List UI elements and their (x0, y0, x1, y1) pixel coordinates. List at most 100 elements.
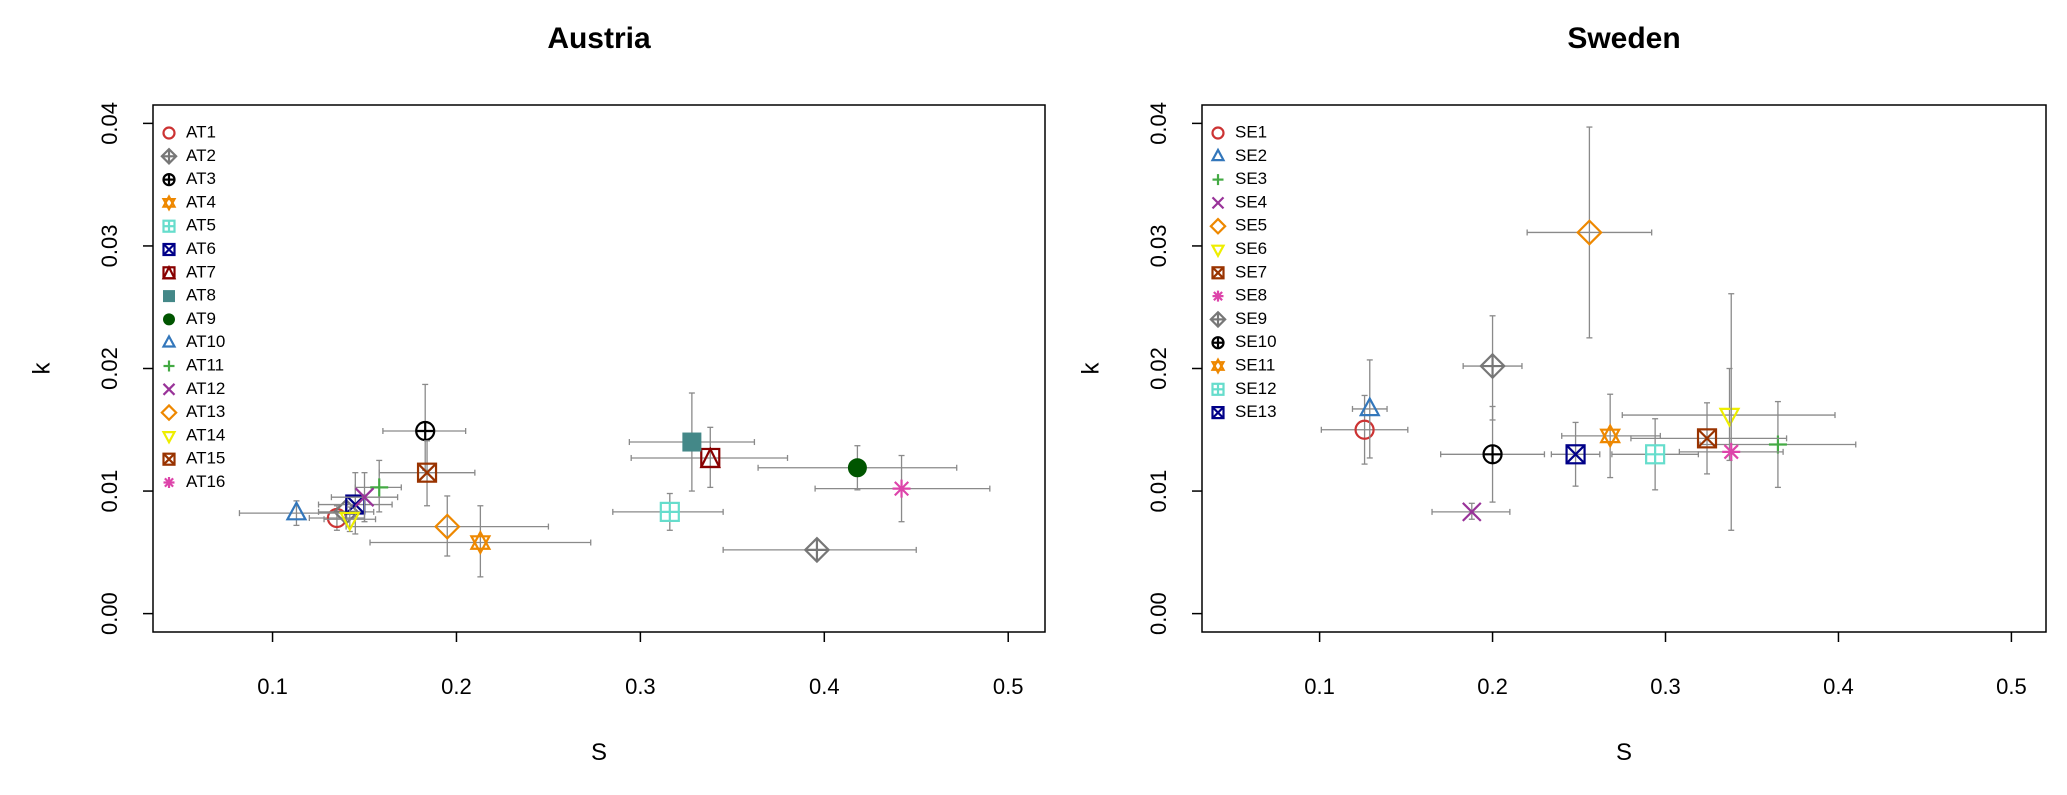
austria-y-tick-label: 0.03 (97, 225, 122, 268)
marker-circle (1354, 419, 1375, 440)
point-se5 (1526, 126, 1653, 339)
legend-label: AT7 (186, 262, 216, 281)
legend-label: SE9 (1235, 309, 1267, 328)
legend-marker-diamond-plus (1209, 310, 1227, 329)
sweden-y-tick-label: 0.01 (1146, 470, 1171, 513)
sweden-y-axis-label: k (1077, 362, 1104, 375)
austria-y-axis-label: k (28, 362, 55, 375)
legend-item-se9: SE9 (1209, 309, 1267, 329)
legend-label: AT5 (186, 216, 216, 235)
legend-item-at2: AT2 (160, 146, 216, 166)
legend-marker-star-triangle (1210, 357, 1226, 375)
point-at7 (630, 426, 789, 489)
legend-marker-asterisk (1212, 290, 1224, 302)
point-at13 (345, 495, 550, 557)
marker-square-x (1696, 428, 1718, 449)
sweden-y-tick-label: 0.00 (1146, 592, 1171, 635)
marker-circle-filled (847, 458, 867, 478)
legend-marker-square-x (162, 452, 176, 466)
sweden-x-tick-label: 0.4 (1823, 674, 1854, 699)
marker-square-x (416, 462, 438, 483)
austria-y-tick-label: 0.04 (97, 102, 122, 145)
legend-item-at12: AT12 (162, 379, 225, 398)
point-se10 (1440, 405, 1546, 503)
austria-panel: Austria 0.1 0.2 0.3 0.4 0.5 0.00 0.01 0.02 0.03 0.… (28, 22, 1046, 766)
austria-x-tick-label: 0.1 (257, 674, 288, 699)
legend-label: AT10 (186, 332, 225, 351)
point-at5 (612, 492, 724, 531)
legend-label: SE3 (1235, 169, 1267, 188)
point-at10 (238, 500, 356, 527)
legend-label: AT11 (186, 355, 224, 374)
legend-marker-circle-plus (162, 173, 176, 187)
marker-square-plus (659, 501, 680, 522)
austria-plot-frame (152, 104, 1046, 633)
legend-label: AT15 (186, 449, 225, 468)
legend-label: AT12 (186, 379, 225, 398)
austria-y-tick-label: 0.01 (97, 470, 122, 513)
legend-item-se7: SE7 (1211, 262, 1267, 281)
legend-marker-asterisk (163, 477, 175, 488)
legend-label: AT3 (186, 169, 216, 188)
point-se6 (1621, 367, 1836, 462)
legend-marker-square-filled (163, 290, 175, 303)
legend-item-at16: AT16 (163, 472, 225, 491)
point-at3 (382, 383, 467, 471)
marker-x (354, 487, 375, 507)
legend-item-se5: SE5 (1209, 216, 1267, 235)
austria-legend: AT1 AT2 AT3 AT4 AT5 AT6 AT7 AT8 AT9 AT10 AT11 AT12 A… (160, 122, 225, 491)
legend-marker-square-x (162, 242, 176, 257)
legend-marker-diamond (160, 403, 178, 422)
point-at16 (814, 454, 991, 523)
austria-x-tick-label: 0.4 (809, 674, 840, 699)
legend-item-at14: AT14 (161, 425, 225, 445)
legend-label: AT1 (186, 122, 216, 141)
legend-label: AT13 (186, 402, 225, 421)
point-se4 (1431, 502, 1511, 522)
legend-label: SE6 (1235, 239, 1267, 258)
point-at14 (323, 506, 377, 533)
marker-circle-plus (1482, 444, 1503, 465)
legend-label: SE5 (1235, 216, 1267, 235)
sweden-plot-frame (1201, 104, 2047, 633)
legend-marker-square-plus (162, 219, 176, 233)
legend-marker-circle (1211, 126, 1225, 140)
point-se2 (1351, 359, 1388, 459)
legend-label: AT6 (186, 239, 216, 258)
point-at11 (354, 459, 402, 513)
legend-label: AT4 (186, 192, 216, 211)
sweden-panel: Sweden 0.1 0.2 0.3 0.4 0.5 0.00 0.01 0.02 0.03 0.0… (1077, 22, 2047, 766)
legend-item-at7: AT7 (161, 262, 216, 281)
legend-marker-square-x (1211, 266, 1225, 280)
point-se8 (1678, 293, 1784, 531)
marker-star-triangle (469, 529, 492, 556)
point-at4 (369, 505, 592, 578)
legend-item-se12: SE12 (1211, 379, 1277, 398)
austria-title: Austria (547, 22, 651, 55)
legend-label: SE7 (1235, 262, 1267, 281)
point-se9 (1462, 315, 1523, 421)
legend-label: SE11 (1235, 355, 1275, 374)
legend-item-at3: AT3 (162, 169, 216, 188)
sweden-legend: SE1 SE2 SE3 SE4 SE5 SE6 SE7 SE8 SE9 SE10 SE11 SE12 S… (1209, 122, 1277, 421)
point-se1 (1320, 394, 1409, 465)
austria-point-unlabeled (722, 536, 917, 564)
legend-marker-square-plus (1211, 382, 1225, 396)
legend-marker-x (1211, 196, 1225, 210)
point-at9 (757, 445, 958, 491)
marker-diamond-plus (1479, 352, 1506, 380)
legend-item-se6: SE6 (1210, 239, 1267, 259)
legend-marker-circle-filled (163, 313, 175, 326)
marker-triangle-down (1718, 407, 1741, 428)
legend-marker-triangle-down (161, 431, 177, 445)
sweden-x-tick-label: 0.1 (1304, 674, 1335, 699)
legend-item-se4: SE4 (1211, 192, 1267, 211)
marker-star-triangle (1599, 423, 1622, 449)
legend-marker-diamond-plus (160, 147, 178, 166)
marker-square-x (1565, 444, 1586, 465)
legend-marker-plus (1212, 174, 1224, 186)
legend-item-se2: SE2 (1210, 146, 1267, 165)
point-at15 (378, 440, 476, 507)
legend-item-se1: SE1 (1211, 122, 1267, 141)
